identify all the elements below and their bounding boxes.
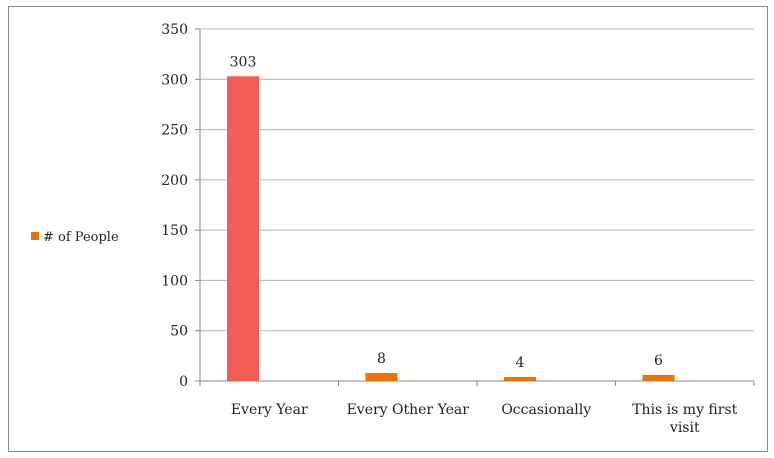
category-label-0: Every Year <box>231 402 308 418</box>
y-tick-label-300: 300 <box>161 72 188 88</box>
data-labels: 303 8 4 6 <box>230 54 663 371</box>
y-tick-label-200: 200 <box>161 173 188 189</box>
axes <box>199 29 755 386</box>
category-label-3-line1: visit <box>669 420 700 436</box>
legend-swatch <box>31 232 39 240</box>
y-tick-label-0: 0 <box>179 374 188 390</box>
data-label-3: 6 <box>654 353 663 369</box>
gridlines <box>195 28 754 382</box>
bar-3 <box>642 374 675 381</box>
data-label-2: 4 <box>516 355 525 371</box>
legend-label: # of People <box>43 230 119 245</box>
data-label-1: 8 <box>377 351 386 367</box>
category-label-2: Occasionally <box>501 402 591 418</box>
y-tick-label-350: 350 <box>161 22 188 38</box>
y-tick-label-100: 100 <box>161 273 188 289</box>
category-label-3: This is my first <box>632 402 737 418</box>
legend: # of People <box>31 230 119 245</box>
x-category-labels: Every Year Every Other Year Occasionally Th… <box>231 402 738 436</box>
bar-2 <box>504 376 536 381</box>
category-label-1: Every Other Year <box>347 402 470 418</box>
y-tick-label-50: 50 <box>170 324 188 340</box>
y-tick-label-250: 250 <box>161 123 188 139</box>
bars <box>227 76 675 382</box>
bar-1 <box>365 372 398 381</box>
data-label-0: 303 <box>230 54 257 70</box>
y-tick-labels: 0 50 100 150 200 250 300 350 <box>161 22 188 390</box>
bar-0 <box>227 76 259 382</box>
y-tick-label-150: 150 <box>161 223 188 239</box>
